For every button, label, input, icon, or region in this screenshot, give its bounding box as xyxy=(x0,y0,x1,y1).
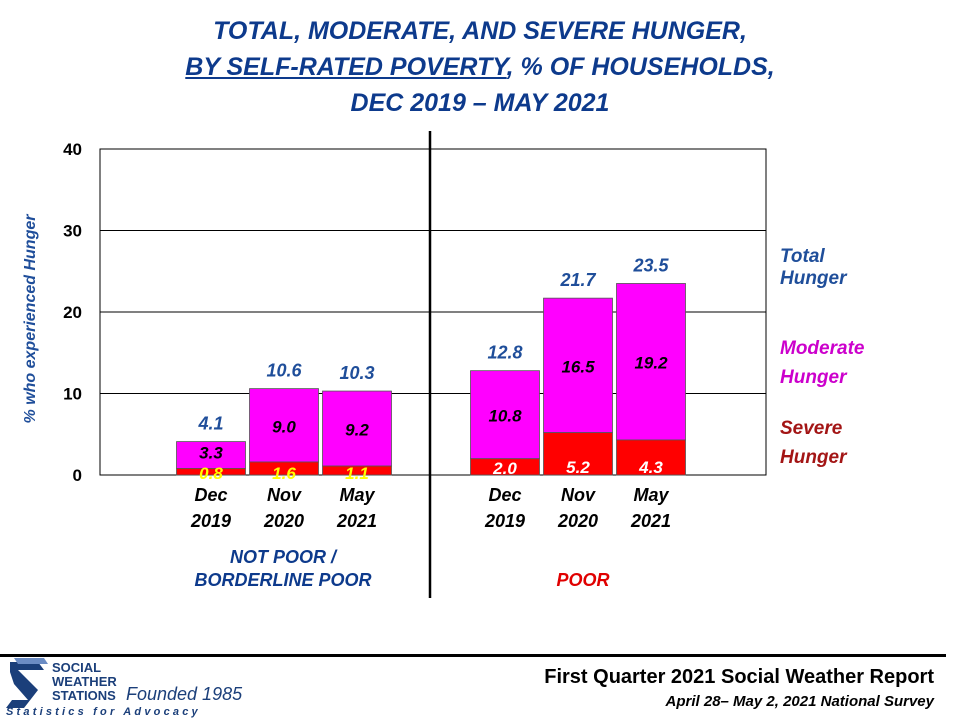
x-tick-label-month: Nov xyxy=(267,485,302,505)
logo-founded: Founded 1985 xyxy=(126,684,243,704)
logo-line-weather: WEATHER xyxy=(52,674,117,689)
bar-severe xyxy=(470,458,540,476)
moderate-label: 9.0 xyxy=(272,417,296,436)
x-tick-label-month: May xyxy=(633,485,669,505)
logo-tagline: Statistics for Advocacy xyxy=(6,706,201,718)
x-tick-label-year: 2021 xyxy=(336,511,377,531)
sws-logo-icon xyxy=(6,658,48,708)
footer-report-title: First Quarter 2021 Social Weather Report xyxy=(544,666,934,688)
y-tick-label: 20 xyxy=(63,303,82,322)
chart-title-line-2: BY SELF-RATED POVERTY, % OF HOUSEHOLDS, xyxy=(0,50,960,84)
legend-moderate-line-1: Moderate xyxy=(780,338,865,359)
bar-severe xyxy=(616,439,686,476)
legend-severe-line-1: Severe xyxy=(780,418,843,439)
severe-label: 5.2 xyxy=(566,458,590,477)
x-tick-label-year: 2020 xyxy=(263,511,304,531)
total-label: 12.8 xyxy=(487,343,522,363)
legend-severe-line-2: Hunger xyxy=(780,447,847,468)
x-tick-label-year: 2021 xyxy=(630,511,671,531)
chart-title-line-3: DEC 2019 – MAY 2021 xyxy=(350,89,610,117)
moderate-label: 9.2 xyxy=(345,421,369,440)
bar-severe xyxy=(543,432,613,476)
moderate-label: 16.5 xyxy=(561,357,595,376)
moderate-label: 19.2 xyxy=(634,354,668,373)
x-tick-label-year: 2019 xyxy=(484,511,525,531)
legend-total-line-1: Total xyxy=(780,246,825,267)
legend-moderate: Moderate Hunger xyxy=(780,334,864,392)
logo-line-social: SOCIAL xyxy=(52,660,101,675)
x-tick-label-year: 2020 xyxy=(557,511,598,531)
chart-title-rest: , % OF HOUSEHOLDS, xyxy=(506,53,775,81)
group-label: POOR xyxy=(556,570,609,590)
bar-moderate xyxy=(470,370,540,460)
bar-severe xyxy=(249,461,319,476)
bar-moderate xyxy=(322,390,392,467)
bar-moderate xyxy=(543,297,613,434)
total-label: 23.5 xyxy=(632,255,669,275)
x-tick-label-year: 2019 xyxy=(190,511,231,531)
hunger-bar-chart: 0 10 20 30 40 4.1 3.30.8 Dec 2019 10.6 9.0 1.6 Nov 20… xyxy=(63,131,767,598)
x-tick-label-month: May xyxy=(339,485,375,505)
chart-title-underlined: BY SELF-RATED POVERTY xyxy=(185,53,507,81)
group-label-line-2: BORDERLINE POOR xyxy=(194,570,371,590)
total-label: 10.3 xyxy=(339,363,374,383)
severe-label: 0.8 xyxy=(199,464,223,483)
y-tick-label: 40 xyxy=(63,140,82,159)
sws-logo: SOCIAL WEATHER STATIONS Founded 1985 Sta… xyxy=(6,658,243,718)
y-tick-label: 10 xyxy=(63,385,82,404)
moderate-label: 3.3 xyxy=(199,444,223,463)
bar-severe xyxy=(322,465,392,476)
x-tick-label-month: Nov xyxy=(561,485,596,505)
x-tick-label-month: Dec xyxy=(488,485,521,505)
legend-severe: Severe Hunger xyxy=(780,414,847,472)
y-tick-label: 30 xyxy=(63,222,82,241)
total-label: 10.6 xyxy=(266,361,302,381)
severe-label: 4.3 xyxy=(638,458,663,477)
x-tick-label-month: Dec xyxy=(194,485,227,505)
total-label: 21.7 xyxy=(559,270,596,290)
logo-line-stations: STATIONS xyxy=(52,688,116,703)
legend-total-line-2: Hunger xyxy=(780,268,847,289)
chart-title-line-1: TOTAL, MODERATE, AND SEVERE HUNGER, xyxy=(213,17,747,45)
bar-moderate xyxy=(249,388,319,463)
footer-survey-dates: April 28– May 2, 2021 National Survey xyxy=(665,693,934,710)
legend-moderate-line-2: Hunger xyxy=(780,367,847,388)
severe-label: 2.0 xyxy=(492,459,517,478)
y-tick-label: 0 xyxy=(73,466,82,485)
footer-divider xyxy=(0,654,946,657)
legend-total: Total Hunger xyxy=(780,246,847,290)
moderate-label: 10.8 xyxy=(488,407,522,426)
severe-label: 1.6 xyxy=(272,464,296,483)
group-label-line-1: NOT POOR / xyxy=(230,547,338,567)
total-label: 4.1 xyxy=(197,414,223,434)
bar-moderate xyxy=(616,283,686,441)
severe-label: 1.1 xyxy=(345,464,369,483)
bar-severe xyxy=(176,468,246,476)
